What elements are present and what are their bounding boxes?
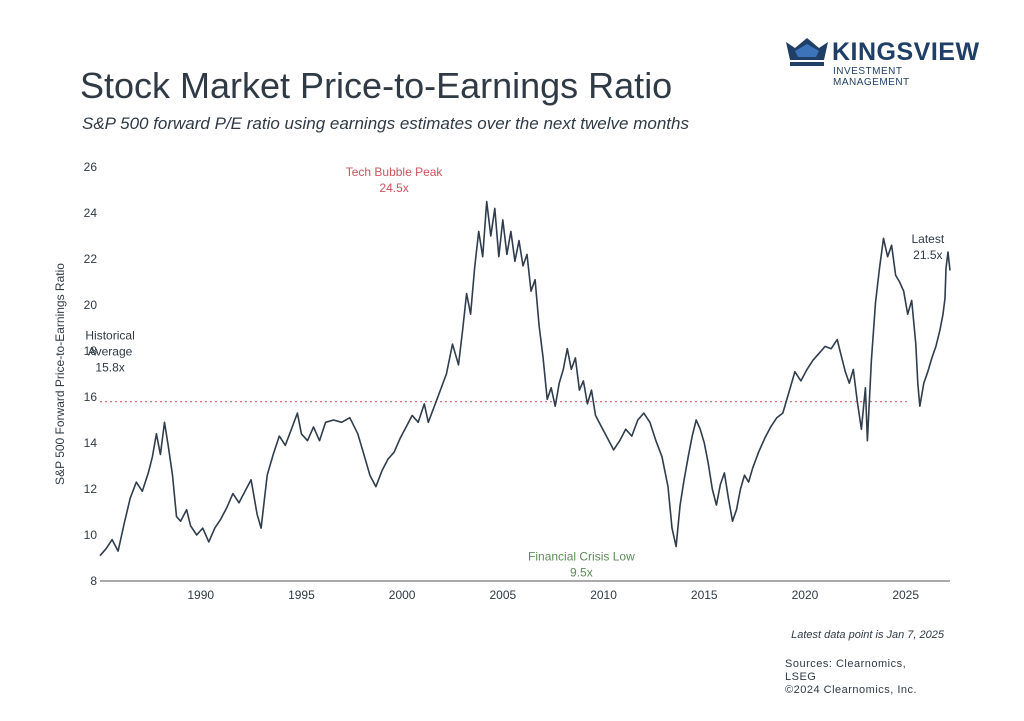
x-tick-label: 2025 [892,588,919,602]
x-tick-label: 2005 [489,588,516,602]
y-tick-label: 16 [84,390,98,404]
brand-name: KINGSVIEW [832,38,980,66]
y-tick-label: 22 [84,252,98,266]
x-axis-ticks: 1990 1995 2000 2005 2010 2015 2020 2025 [187,588,919,602]
y-tick-label: 18 [84,344,98,358]
page-subtitle: S&P 500 forward P/E ratio using earnings… [82,114,689,133]
y-axis-ticks: 8 10 12 14 16 18 20 22 24 26 [84,160,98,588]
latest-data-note: Latest data point is Jan 7, 2025 [791,629,944,641]
y-tick-label: 20 [84,298,98,312]
y-tick-label: 26 [84,160,98,174]
y-tick-label: 12 [84,482,98,496]
annotation-tech-bubble: Tech Bubble Peak 24.5x [346,165,444,195]
chart-annotations: Tech Bubble Peak 24.5x Historical Average 15… [85,165,944,579]
sources-block: Sources: Clearnomics, LSEG ©2024 Clearno… [785,658,917,697]
y-tick-label: 14 [84,436,98,450]
x-tick-label: 2020 [792,588,819,602]
y-axis-label: S&P 500 Forward Price-to-Earnings Ratio [53,263,67,485]
y-tick-label: 24 [84,206,98,220]
page-title: Stock Market Price-to-Earnings Ratio [80,65,673,106]
copyright-line: ©2024 Clearnomics, Inc. [785,684,918,696]
x-tick-label: 2015 [691,588,718,602]
pe-ratio-series-line [99,200,951,557]
source-line: LSEG [785,671,817,683]
y-tick-label: 8 [90,574,97,588]
annotation-financial-crisis: Financial Crisis Low 9.5x [528,549,635,579]
x-tick-label: 2010 [590,588,617,602]
x-tick-label: 1995 [288,588,315,602]
brand-tagline: INVESTMENT MANAGEMENT [833,66,910,88]
x-tick-label: 1990 [187,588,214,602]
x-tick-label: 2000 [389,588,416,602]
kingsview-logo: KINGSVIEW INVESTMENT MANAGEMENT [786,38,979,88]
source-line: Sources: Clearnomics, [785,658,907,670]
y-tick-label: 10 [84,528,98,542]
crown-icon [786,38,828,66]
annotation-latest: Latest 21.5x [911,232,944,262]
annotation-historical-average: Historical Average 15.8x [85,329,134,375]
